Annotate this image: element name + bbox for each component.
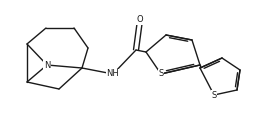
Text: N: N — [44, 61, 50, 69]
Text: O: O — [136, 16, 143, 25]
Text: NH: NH — [106, 69, 119, 78]
Text: S: S — [211, 91, 216, 99]
Text: S: S — [158, 69, 163, 78]
